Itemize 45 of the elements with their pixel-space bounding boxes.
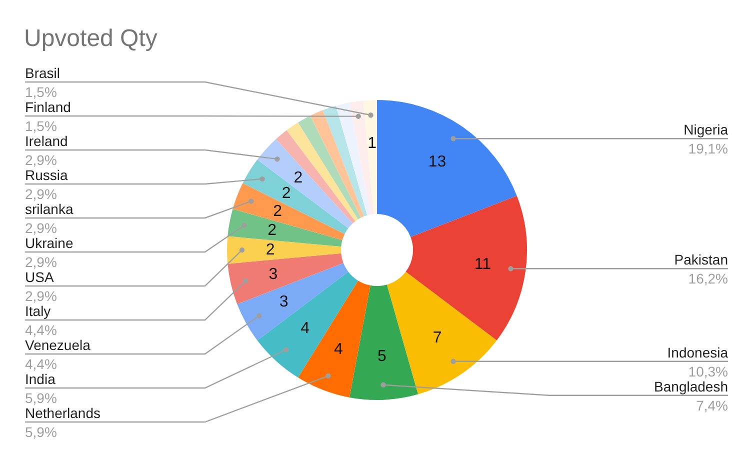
data-label: 2 [268,222,277,239]
slice-label: Netherlands [25,405,100,421]
slice-label: Brasil [25,65,60,81]
slice-label: India [25,371,56,387]
data-label: 5 [377,348,386,365]
text: 4,4% [25,322,57,338]
text: 2,9% [25,186,57,202]
slice-label: Russia [25,167,68,183]
data-label: 3 [268,266,278,283]
text: 7,4% [696,397,728,414]
text: 2,9% [25,220,57,236]
slice-label: Italy [25,303,51,319]
slice-label: Pakistan [674,252,728,268]
data-label: 2 [273,202,282,220]
text: 4,4% [25,356,57,372]
data-label: 13 [428,153,446,170]
text: 1,5% [25,118,57,134]
chart-title: Upvoted Qty [24,25,158,52]
slice-label: USA [25,269,54,285]
slice-label: Venezuela [25,337,91,353]
data-label: 3 [279,293,288,310]
text: 16,2% [688,270,728,287]
slice-label: Indonesia [667,344,728,360]
text: 5,9% [25,424,57,440]
slice-label: Bangladesh [654,378,728,394]
slice-label: srilanka [25,201,74,217]
data-label: 7 [432,329,442,346]
data-label: 2 [294,170,303,187]
text: 2,9% [25,152,57,168]
slice-label: Ireland [25,133,68,149]
text: 2,9% [25,254,57,270]
slice-label: Ukraine [25,235,74,251]
slice-label: Finland [25,99,71,115]
text: 5,9% [25,390,57,406]
data-label: 2 [266,241,275,258]
data-label: 11 [474,256,492,274]
data-label: 4 [300,320,310,338]
data-label: 1 [368,134,377,152]
text: 10,3% [688,363,728,380]
text: 19,1% [688,140,728,157]
slice-label: Nigeria [684,122,728,138]
data-label: 4 [334,340,344,358]
data-label: 2 [282,185,291,202]
text: 2,9% [25,288,57,304]
text: 1,5% [25,84,57,100]
